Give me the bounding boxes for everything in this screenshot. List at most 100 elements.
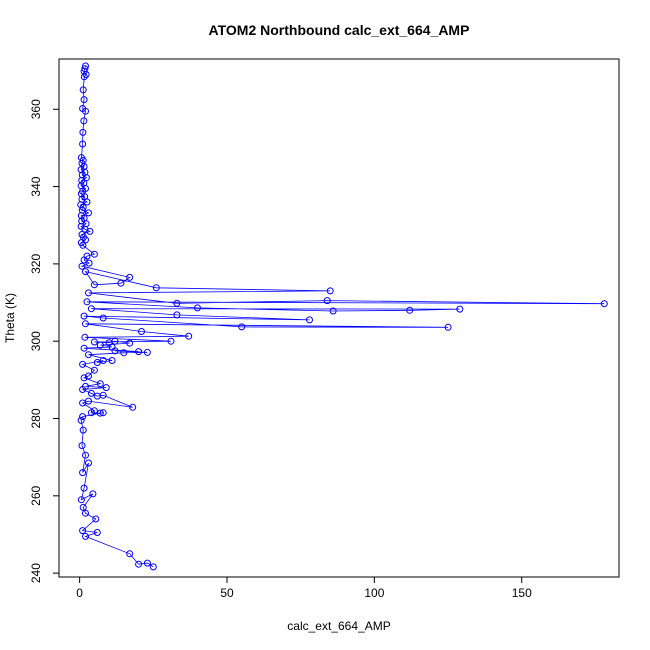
data-point [99,409,107,417]
data-point [126,550,134,558]
y-tick-label-300: 300 [29,331,43,351]
data-point [79,527,87,535]
data-point [83,198,91,206]
data-point [135,348,143,356]
data-point [173,311,181,319]
data-point [149,563,157,571]
plot-frame [58,58,620,578]
data-point [79,399,87,407]
data-point [82,532,89,540]
data-point [82,107,89,115]
data-point [326,287,334,295]
y-tick-label-340: 340 [29,176,43,196]
data-point [117,279,125,287]
data-point [79,413,87,421]
data-point [86,227,94,235]
y-tick-label-240: 240 [29,563,43,583]
data-point [99,314,107,322]
data-point [173,299,181,307]
data-point [90,338,98,346]
data-point [92,515,100,523]
data-point [77,416,85,424]
data-point [185,332,193,340]
x-tick-label-100: 100 [364,586,384,600]
data-point [78,442,86,450]
y-tick-label-280: 280 [29,408,43,428]
y-tick-label-320: 320 [29,254,43,274]
data-point [79,426,87,434]
data-point [79,360,87,368]
data-point [85,372,92,380]
data-point [79,140,87,148]
data-point [79,86,87,94]
data-point [80,117,88,125]
data-point [85,459,92,467]
y-axis-label: Theta (K) [3,293,17,343]
data-point [111,337,119,345]
data-point [306,316,313,324]
y-tick-label-260: 260 [29,485,43,505]
data-point [90,250,98,258]
data-point [120,349,128,357]
data-point [78,262,86,270]
data-point [194,304,201,312]
data-point [167,337,175,345]
data-point [87,409,95,417]
data-point [79,241,87,249]
data-point [79,128,87,136]
data-point [80,344,88,352]
y-axis: 240 260 280 300 320 340 360 [29,99,60,583]
data-point [135,560,143,568]
series-line [80,65,605,568]
data-point [89,490,97,498]
x-tick-label-150: 150 [512,586,532,600]
data-point [108,357,116,364]
data-point [96,380,104,388]
data-point [80,96,88,104]
data-point [82,268,89,276]
data-point [238,323,246,331]
data-point [96,341,104,349]
data-point [79,386,87,393]
data-point [87,389,95,397]
data-point [80,73,88,81]
data-point [96,409,104,417]
chart-title: ATOM2 Northbound calc_ext_664_AMP [209,22,470,38]
x-tick-label-50: 50 [220,586,234,600]
data-point [111,347,119,355]
data-point [143,559,151,567]
data-point [323,297,331,305]
data-point [329,307,337,315]
data-point [82,320,89,328]
data-point [90,281,98,289]
data-point [80,484,88,492]
data-point [85,209,92,217]
data-point [102,384,110,392]
data-point [143,348,151,356]
y-tick-label-360: 360 [29,99,43,119]
data-point [152,284,160,292]
data-point [87,305,95,313]
data-point [79,469,87,477]
data-point [81,333,89,341]
x-tick-label-0: 0 [76,586,83,600]
data-point [99,391,107,399]
data-point [83,298,91,306]
data-point [79,503,87,511]
data-point [85,259,93,267]
data-point [82,451,89,459]
data-point [456,305,464,313]
data-point [85,351,92,359]
data-point [138,328,145,335]
data-point [82,509,89,517]
data-point [77,496,85,504]
data-point [129,403,137,411]
data-point [406,306,414,314]
data-point [99,357,107,364]
data-point [80,374,88,382]
data-point [85,289,92,297]
data-point [80,312,88,320]
data-point [444,323,452,331]
series-group [77,62,608,571]
x-axis-label: calc_ext_664_AMP [287,619,390,633]
